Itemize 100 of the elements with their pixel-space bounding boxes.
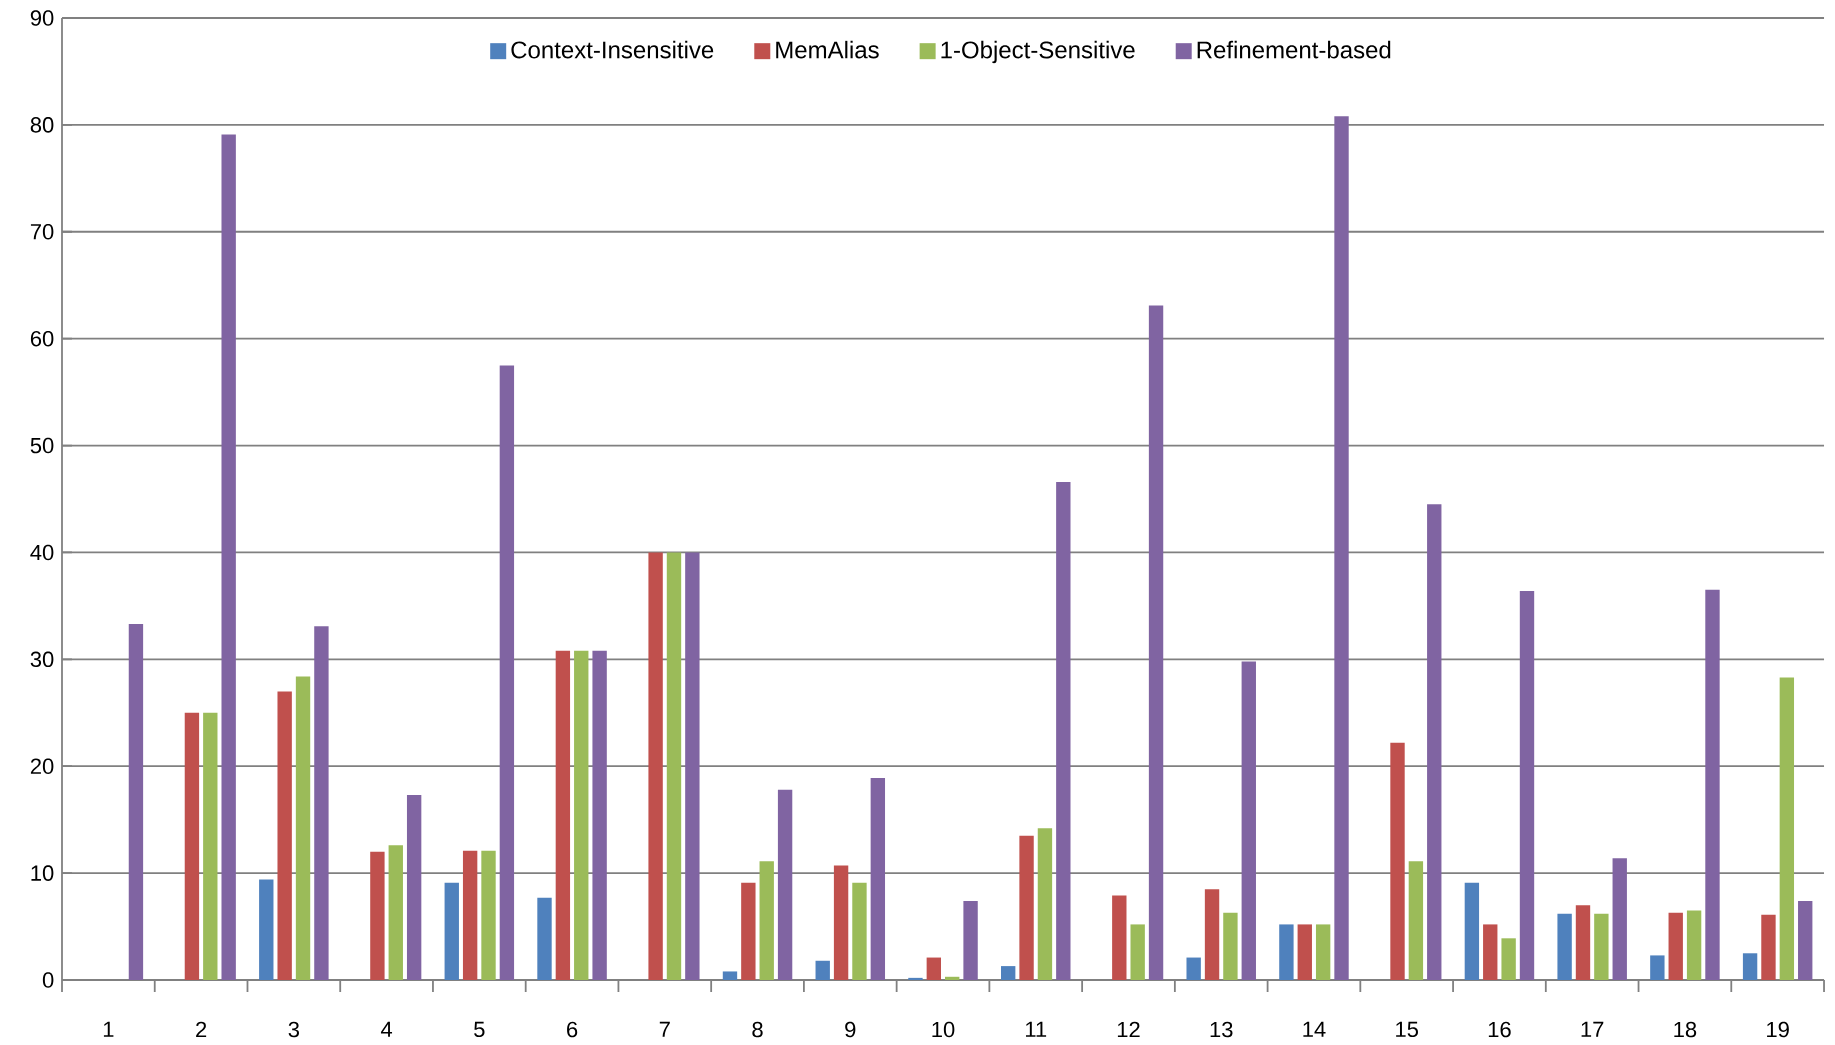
bar [870,778,886,981]
bar [314,626,329,981]
bar [1798,901,1813,981]
bar [1612,858,1627,981]
bar [1334,116,1349,981]
bar [1650,955,1665,981]
x-tick-label: 5 [474,1021,485,1038]
y-tick-label: 10 [31,865,54,882]
bar [462,850,478,981]
y-tick-label: 30 [30,651,54,668]
bar [1483,924,1498,981]
bar [388,845,403,981]
bar [277,691,292,981]
bar [1019,835,1034,981]
bar [685,552,700,981]
bar [926,957,942,981]
bar [1112,895,1127,981]
x-tick-label: 2 [196,1021,207,1038]
bar [574,650,589,981]
bar [833,865,849,981]
bar [555,650,571,981]
x-tick-label: 8 [752,1021,763,1038]
bar [481,850,496,981]
bar [945,976,960,981]
bar [1130,924,1145,981]
x-tick-label: 11 [1025,1021,1047,1038]
x-tick-label: 14 [1303,1021,1326,1038]
x-tick-label: 6 [567,1021,578,1038]
y-tick-label: 80 [30,117,54,133]
bar [815,960,830,981]
bar [537,897,552,981]
y-tick-label: 40 [30,544,54,561]
bar [295,676,311,981]
bar [1001,966,1016,981]
bar [1761,914,1776,981]
x-tick-label: 18 [1674,1021,1697,1038]
bar [128,624,144,981]
y-tick-label: 60 [30,331,54,347]
y-tick-label: 70 [30,224,54,240]
bar [1705,590,1720,981]
bar [1148,305,1164,981]
bar [741,882,756,981]
x-tick-label: 12 [1117,1021,1140,1038]
bar [221,134,236,981]
x-tick-label: 10 [932,1021,955,1038]
legend-label: MemAlias [776,41,879,59]
bar [1056,482,1071,981]
bar [759,861,774,981]
legend-label: Context-Insensitive [511,41,714,59]
bar [1279,924,1294,981]
bar [648,552,663,981]
x-tick-label: 1 [103,1021,114,1038]
y-tick-label: 0 [42,972,54,988]
bar [908,978,923,981]
bar [1779,677,1795,981]
x-tick-label: 15 [1396,1021,1418,1038]
bar [1223,912,1238,981]
legend-label: Refinement-based [1197,41,1391,59]
bar [499,365,515,981]
x-tick-label: 7 [659,1021,670,1038]
x-tick-label: 9 [845,1021,856,1038]
bar [184,712,200,981]
bar [444,882,459,981]
bar [777,789,793,981]
bar [592,650,607,981]
bar [406,795,422,981]
x-tick-label: 13 [1210,1021,1233,1038]
x-tick-label: 16 [1488,1021,1511,1038]
bar [1037,828,1053,981]
bar [259,879,274,981]
x-tick-label: 4 [380,1021,393,1038]
bar [1519,591,1535,981]
bar [963,901,978,981]
bar [370,851,385,981]
bar [1408,861,1424,981]
bar [1686,910,1702,981]
y-tick-label: 20 [30,758,54,775]
bar [722,971,738,981]
bar [1186,957,1201,981]
x-tick-label: 3 [288,1021,299,1038]
bar [1594,913,1609,981]
bar [1668,912,1683,981]
legend-label: 1-Object-Sensitive [941,41,1135,64]
bar [1501,938,1516,981]
bar [1427,504,1442,981]
bar [1204,889,1220,981]
y-tick-label: 90 [30,10,54,26]
y-tick-label: 50 [30,437,54,454]
x-tick-label: 17 [1581,1021,1604,1038]
bar [1575,905,1591,981]
bar [1557,913,1572,981]
bar [1241,661,1256,981]
bar [1742,953,1758,981]
x-tick-label: 19 [1767,1021,1789,1038]
bar [852,882,867,981]
bar [666,552,682,981]
bar [1390,742,1405,981]
bar [203,712,218,981]
bar [1315,924,1331,981]
bar [1464,882,1480,981]
